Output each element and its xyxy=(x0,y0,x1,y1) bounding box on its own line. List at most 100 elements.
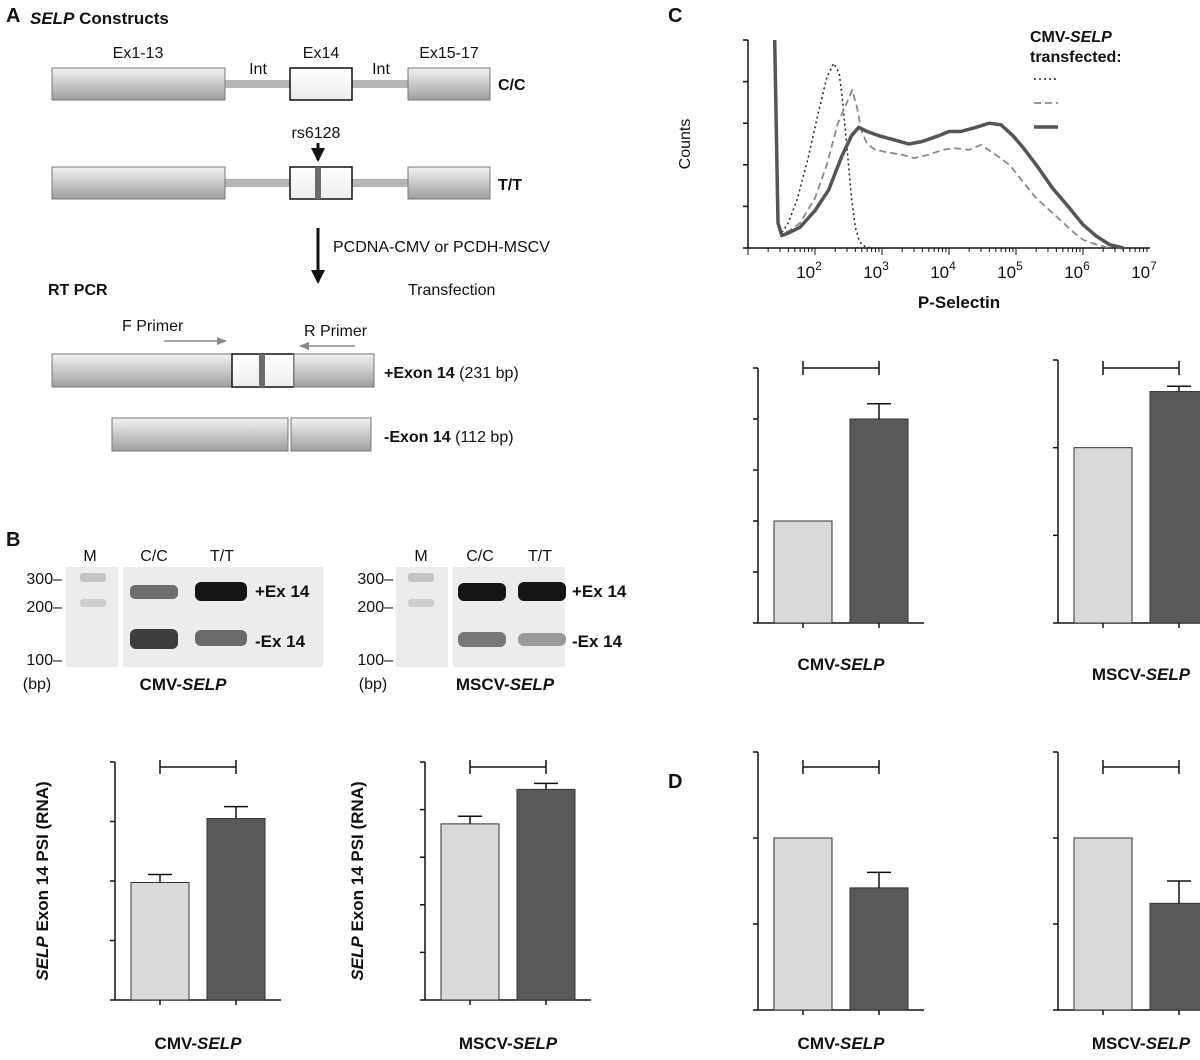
marker-band-200 xyxy=(408,599,434,607)
label-transfection: Transfection xyxy=(408,282,495,299)
lane-tt: T/T xyxy=(528,548,552,565)
label-ex14: Ex14 xyxy=(303,45,340,62)
panel-c-letter: C xyxy=(668,5,682,27)
construct-tt: rs6128 T/T xyxy=(51,125,522,200)
gel-cmv: M C/C T/T 300– 200– 100– (bp) +Ex 14 -Ex… xyxy=(23,548,323,694)
series-line-t-t xyxy=(772,39,1124,250)
panel-b-letter: B xyxy=(6,529,20,551)
x-axis-label: MSCV-SELP xyxy=(1092,665,1191,684)
label-int-right: Int xyxy=(372,61,390,78)
y-axis-label: SELP Exon 14 PSI (RNA) xyxy=(33,781,52,980)
transcript-plus-exon14: +Exon 14 (231 bp) xyxy=(51,353,519,388)
bar-tt xyxy=(1149,391,1200,624)
exon-14 xyxy=(289,67,353,101)
intron-left xyxy=(225,179,290,187)
exon-15-17 xyxy=(407,166,491,200)
label-ex15-17: Ex15-17 xyxy=(419,45,479,62)
bar-chart-surface-cmv: CMV-SELP xyxy=(753,361,924,674)
lane-cc: C/C xyxy=(140,548,168,565)
intron-left xyxy=(225,80,290,88)
marker-300: 300– xyxy=(26,571,62,588)
gel-marker-lane xyxy=(66,567,118,667)
bar-tt xyxy=(1149,902,1200,1011)
panel-a: A SELP Constructs Ex1-13 Int Ex14 Int Ex… xyxy=(6,5,550,452)
label-cc: C/C xyxy=(498,77,526,94)
flow-histogram: Counts P-Selectin CMV-SELP transfected: … xyxy=(677,29,1157,312)
lane-cc: C/C xyxy=(466,548,494,565)
bar-chart-soluble-cmv: CMV-SELP xyxy=(753,751,924,1053)
label-f-primer: F Primer xyxy=(122,318,184,335)
transcript-minus-exon14: -Exon 14 (112 bp) xyxy=(111,417,514,452)
band-label-minus: -Ex 14 xyxy=(572,632,623,651)
label-ex1-13: Ex1-13 xyxy=(113,45,164,62)
y-axis-label: Counts xyxy=(677,119,694,170)
label-minus-exon14: -Exon 14 (112 bp) xyxy=(384,429,514,446)
y-axis-label: SELP Exon 14 PSI (RNA) xyxy=(348,781,367,980)
marker-band-300 xyxy=(80,573,106,582)
lane-tt: T/T xyxy=(210,548,234,565)
bar-cc xyxy=(773,837,833,1011)
exon-1-13 xyxy=(51,353,233,388)
label-r-primer: R Primer xyxy=(304,323,368,340)
constructs-title: SELP Constructs xyxy=(30,9,169,28)
marker-300: 300– xyxy=(357,571,393,588)
panel-d-letter: D xyxy=(668,771,682,793)
exon-15-17 xyxy=(407,67,491,101)
band-cc-minus-ex14 xyxy=(458,632,506,647)
gel-mscv: M C/C T/T 300– 200– 100– (bp) +Ex 14 -Ex… xyxy=(357,548,626,694)
marker-band-300 xyxy=(408,573,434,582)
exon-1-13 xyxy=(51,67,226,101)
label-vectors: PCDNA-CMV or PCDH-MSCV xyxy=(333,239,550,256)
x-axis-label: CMV-SELP xyxy=(798,1034,886,1053)
gel-caption: MSCV-SELP xyxy=(456,675,555,694)
snp-mark xyxy=(315,167,321,199)
legend-title-line1: CMV-SELP xyxy=(1030,29,1112,46)
exon-1-13 xyxy=(51,166,226,200)
band-tt-minus-ex14 xyxy=(518,633,566,646)
x-axis-label: CMV-SELP xyxy=(155,1034,243,1053)
x-axis-label: P-Selectin xyxy=(918,293,1000,312)
exon-15-17 xyxy=(293,353,375,388)
gel-marker-lane xyxy=(396,567,448,667)
construct-cc: Ex1-13 Int Ex14 Int Ex15-17 C/C xyxy=(51,45,526,101)
exon-15-17 xyxy=(290,417,372,452)
series-line-c-c xyxy=(773,39,1110,249)
x-tick-label: 104 xyxy=(930,259,956,282)
band-label-plus: +Ex 14 xyxy=(572,582,627,601)
bar-cc xyxy=(1073,447,1133,624)
x-tick-label: 107 xyxy=(1131,259,1157,282)
label-rt-pcr: RT PCR xyxy=(48,282,108,299)
bar-chart-psi-cmv: CMV-SELP SELP Exon 14 PSI (RNA) xyxy=(33,760,281,1053)
bar-tt xyxy=(849,418,909,624)
band-tt-plus-ex14 xyxy=(518,582,566,601)
panel-b: B M C/C T/T 300– 200– 100– (bp) +Ex 14 -… xyxy=(6,529,627,694)
snp-mark xyxy=(259,354,265,387)
x-tick-label: 103 xyxy=(863,259,889,282)
label-rs6128: rs6128 xyxy=(292,125,341,142)
bar-chart-soluble-mscv: MSCV-SELP xyxy=(1053,751,1200,1053)
band-cc-plus-ex14 xyxy=(130,585,178,599)
intron-right xyxy=(352,179,408,187)
label-plus-exon14: +Exon 14 (231 bp) xyxy=(384,365,519,382)
x-axis-label: CMV-SELP xyxy=(798,655,886,674)
bar-tt xyxy=(516,788,576,1001)
band-cc-plus-ex14 xyxy=(458,583,506,601)
marker-200: 200– xyxy=(357,599,393,616)
bar-cc xyxy=(773,520,833,624)
series-line-vector xyxy=(773,39,872,249)
marker-100: 100– xyxy=(357,652,393,669)
bar-cc xyxy=(440,823,500,1001)
label-tt: T/T xyxy=(498,177,522,194)
panel-a-letter: A xyxy=(6,5,20,27)
bar-tt xyxy=(849,887,909,1011)
legend: CMV-SELP transfected: xyxy=(1030,29,1122,129)
bar-tt xyxy=(206,818,266,1001)
x-tick-label: 105 xyxy=(997,259,1023,282)
gel-caption: CMV-SELP xyxy=(140,675,228,694)
exon-1-13 xyxy=(111,417,289,452)
x-tick-label: 106 xyxy=(1064,259,1090,282)
x-axis-label: MSCV-SELP xyxy=(459,1034,558,1053)
marker-200: 200– xyxy=(26,599,62,616)
bar-chart-surface-mscv: MSCV-SELP xyxy=(1053,359,1200,684)
